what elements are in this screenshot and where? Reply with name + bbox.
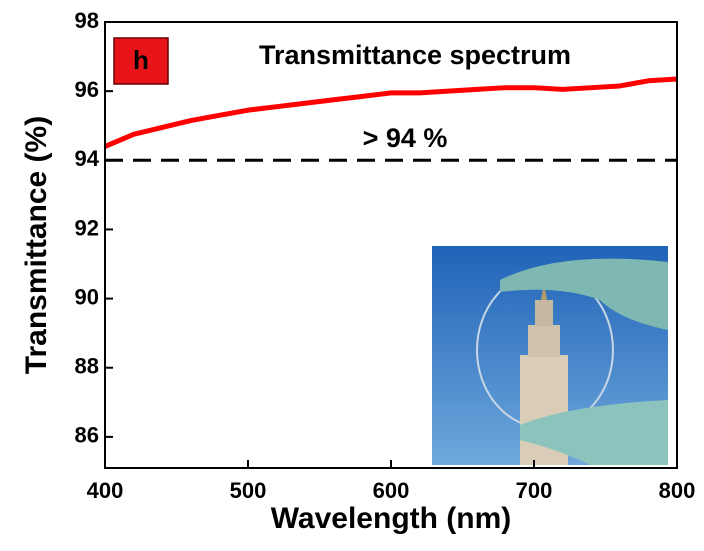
y-tick-label: 88 [75,354,99,379]
x-tick-label: 800 [659,478,696,503]
chart-title: Transmittance spectrum [259,40,571,70]
y-tick-label: 92 [75,215,99,240]
chart: h Transmittance spectrum > 94 % Waveleng… [0,0,704,546]
x-axis-label: Wavelength (nm) [271,502,512,535]
y-tick-label: 96 [75,77,99,102]
y-tick-label: 90 [75,284,99,309]
inset-photo [432,246,668,465]
x-tick-label: 400 [87,478,124,503]
y-tick-label: 86 [75,423,99,448]
y-tick-label: 94 [75,146,100,171]
x-tick-label: 500 [230,478,267,503]
x-tick-label: 700 [516,478,553,503]
y-tick-label: 98 [75,8,99,33]
panel-label: h [133,45,149,75]
annotation: > 94 % [363,123,448,153]
y-axis-label: Transmittance (%) [20,116,53,374]
x-tick-label: 600 [373,478,410,503]
